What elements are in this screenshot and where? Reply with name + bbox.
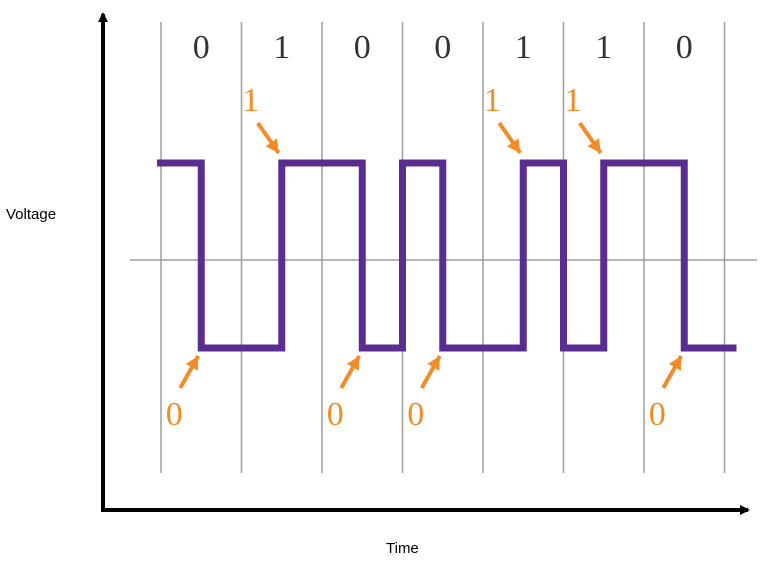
marker-label: 1 (242, 82, 259, 119)
marker-arrowhead (587, 138, 601, 153)
marker-label: 1 (484, 82, 501, 119)
y-axis-label: Voltage (6, 206, 57, 223)
marker-arrowhead (427, 356, 440, 371)
marker-arrowhead (668, 356, 682, 371)
transition-markers: 0 1 0 0 1 1 0 (166, 82, 683, 433)
marker-label: 0 (166, 396, 183, 433)
bit-label: 0 (434, 29, 451, 66)
marker-label: 0 (407, 396, 424, 433)
transition-marker: 0 (327, 355, 361, 433)
marker-arrowhead (507, 138, 521, 153)
transition-marker: 1 (242, 82, 281, 155)
bit-label: 0 (676, 29, 693, 66)
transition-marker: 1 (484, 82, 522, 155)
transition-marker: 0 (649, 355, 683, 433)
marker-label: 0 (649, 396, 666, 433)
marker-label: 0 (327, 396, 344, 433)
transition-marker: 0 (407, 355, 442, 433)
bit-label: 0 (354, 29, 371, 66)
marker-arrowhead (265, 138, 279, 153)
marker-arrowhead (185, 356, 199, 371)
bit-label: 1 (595, 29, 612, 66)
x-axis-label: Time (386, 540, 419, 557)
marker-label: 1 (564, 82, 581, 119)
signal-waveform (157, 159, 737, 352)
transition-marker: 1 (564, 82, 603, 155)
bit-label: 1 (273, 29, 290, 66)
bit-value-labels: 0 1 0 0 1 1 0 (193, 29, 693, 66)
bit-label: 0 (193, 29, 210, 66)
transition-marker: 0 (166, 355, 200, 433)
bit-label: 1 (515, 29, 532, 66)
marker-arrowhead (346, 356, 360, 371)
